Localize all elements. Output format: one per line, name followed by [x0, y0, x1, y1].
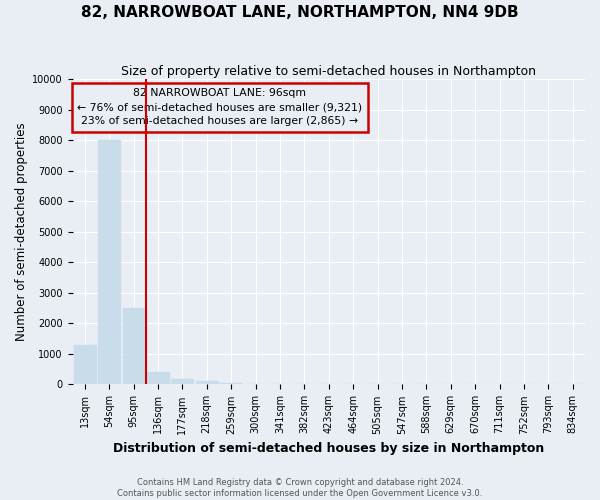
Bar	[74, 345, 95, 385]
Text: 82 NARROWBOAT LANE: 96sqm
← 76% of semi-detached houses are smaller (9,321)
23% : 82 NARROWBOAT LANE: 96sqm ← 76% of semi-…	[77, 88, 362, 126]
Bar	[98, 140, 120, 384]
Y-axis label: Number of semi-detached properties: Number of semi-detached properties	[15, 122, 28, 341]
X-axis label: Distribution of semi-detached houses by size in Northampton: Distribution of semi-detached houses by …	[113, 442, 544, 455]
Text: 82, NARROWBOAT LANE, NORTHAMPTON, NN4 9DB: 82, NARROWBOAT LANE, NORTHAMPTON, NN4 9D…	[81, 5, 519, 20]
Bar	[196, 382, 218, 384]
Bar	[147, 372, 169, 384]
Text: Contains HM Land Registry data © Crown copyright and database right 2024.
Contai: Contains HM Land Registry data © Crown c…	[118, 478, 482, 498]
Bar	[220, 383, 242, 384]
Bar	[172, 379, 193, 384]
Title: Size of property relative to semi-detached houses in Northampton: Size of property relative to semi-detach…	[121, 65, 536, 78]
Bar	[122, 308, 145, 384]
